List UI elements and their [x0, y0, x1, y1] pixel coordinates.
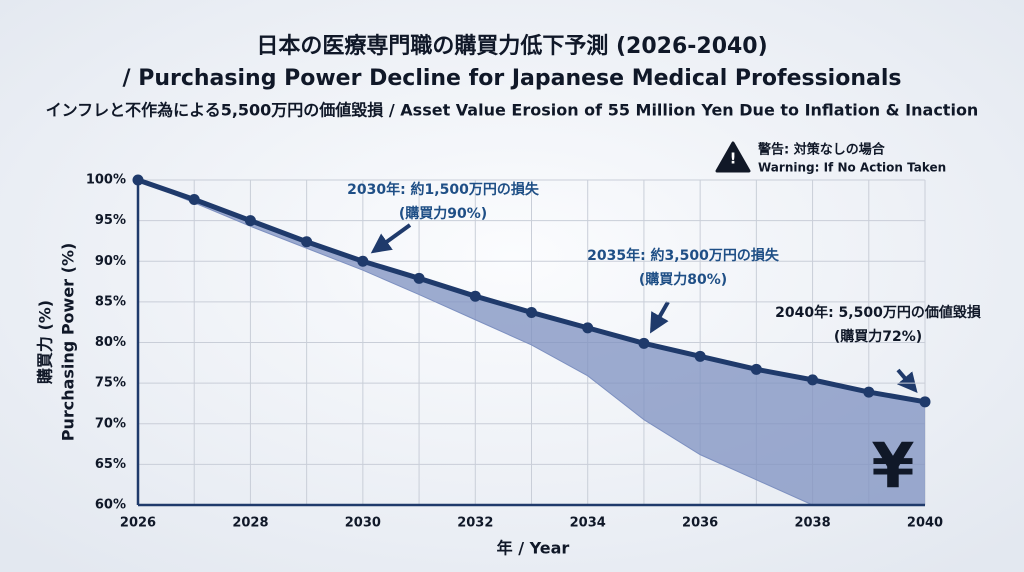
warning-text: Warning: If No Action Taken	[758, 161, 946, 175]
point	[694, 350, 706, 362]
warning: ! 警告: 対策なしの場合 Warning: If No Action Take…	[715, 141, 946, 175]
x-tick-label: 2038	[794, 516, 830, 531]
y-tick-label: 95%	[95, 213, 126, 228]
annotation-arrow	[896, 368, 918, 394]
point	[244, 215, 256, 227]
point	[582, 322, 594, 334]
x-tick-label: 2032	[457, 516, 493, 531]
x-tick-label: 2034	[570, 516, 606, 531]
point	[413, 272, 425, 284]
y-tick-label: 80%	[95, 335, 126, 350]
annotation: (購買力90%)	[399, 205, 487, 222]
point	[301, 236, 313, 248]
chart-subtitle: インフレと不作為による5,500万円の価値毀損 / Asset Value Er…	[46, 101, 979, 120]
y-axis-label: Purchasing Power (%)	[59, 243, 78, 442]
point	[919, 396, 931, 408]
y-tick-label: 65%	[95, 457, 126, 472]
y-tick-label: 100%	[86, 173, 126, 188]
projection-edge	[138, 180, 813, 505]
x-tick-label: 2030	[345, 516, 381, 531]
point	[526, 306, 537, 318]
y-tick-label: 60%	[95, 498, 126, 513]
warning-text: 警告: 対策なしの場合	[758, 142, 886, 158]
y-tick-label: 75%	[95, 376, 126, 391]
warning-icon-mark: !	[730, 150, 737, 168]
annotation: 2035年: 約3,500万円の損失	[587, 247, 780, 264]
y-tick-label: 70%	[95, 416, 126, 431]
annotation: 2040年: 5,500万円の価値毀損	[775, 304, 982, 321]
point	[469, 290, 481, 302]
x-tick-label: 2026	[120, 516, 156, 531]
point	[357, 255, 369, 267]
chart-title: / Purchasing Power Decline for Japanese …	[123, 66, 902, 91]
y-tick-label: 90%	[95, 254, 126, 269]
point	[863, 386, 875, 398]
annotation: (購買力80%)	[639, 271, 727, 288]
point	[750, 363, 762, 375]
point	[807, 374, 819, 386]
y-tick-label: 85%	[95, 294, 126, 309]
annotation: 2030年: 約1,500万円の損失	[347, 181, 540, 198]
annotation: (購買力72%)	[834, 328, 922, 345]
x-axis-label: 年 / Year	[497, 539, 570, 558]
yen-symbol: ¥	[871, 429, 914, 502]
x-tick-label: 2028	[232, 516, 268, 531]
point	[188, 194, 200, 205]
annotation-arrow	[370, 223, 412, 254]
plot-area	[138, 180, 925, 505]
x-tick-label: 2040	[907, 516, 943, 531]
point	[638, 337, 650, 349]
warning-icon	[715, 141, 751, 173]
y-axis-label: 購買力 (%)	[36, 300, 55, 385]
annotation-arrow	[650, 301, 670, 334]
point	[132, 174, 144, 186]
loss-area	[138, 180, 925, 505]
x-tick-label: 2036	[682, 516, 718, 531]
chart-title: 日本の医療専門職の購買力低下予測 (2026-2040)	[256, 33, 767, 59]
